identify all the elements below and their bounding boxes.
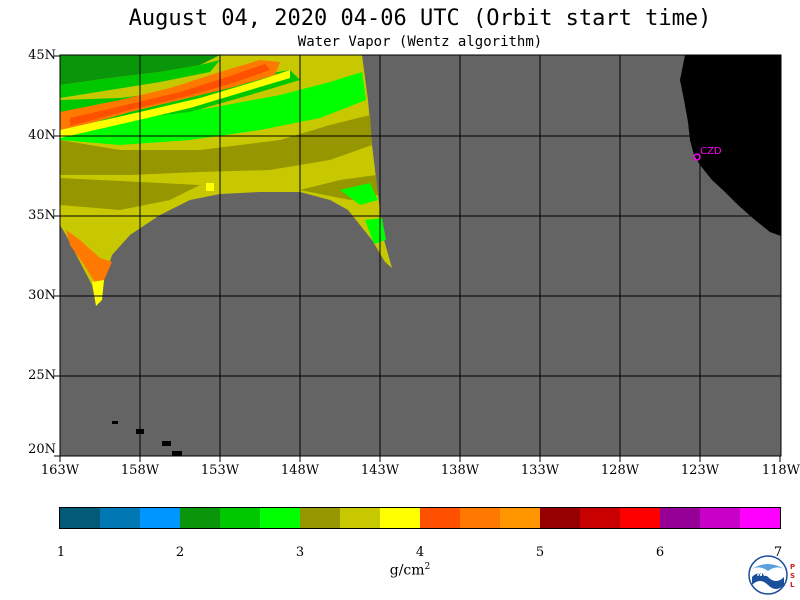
swath-sw-orange: [66, 230, 112, 284]
colorbar-tick-2: 2: [175, 545, 185, 560]
lon-label-148w: 148W: [280, 463, 320, 478]
lon-label-153w: 153W: [200, 463, 240, 478]
colorbar-swatch: [540, 508, 580, 528]
land-north-america: [680, 55, 781, 236]
graticule: [60, 55, 781, 456]
swath-sw-yellow: [92, 280, 104, 306]
lat-label-20n: 20N: [28, 442, 56, 457]
lat-label-25n: 25N: [28, 368, 56, 383]
lat-label-40n: 40N: [28, 128, 56, 143]
lon-label-118w: 118W: [761, 463, 800, 478]
colorbar-swatch: [420, 508, 460, 528]
colorbar-swatch: [100, 508, 140, 528]
map-title: August 04, 2020 04-06 UTC (Orbit start t…: [128, 6, 712, 31]
swath-green-band: [60, 72, 366, 145]
colorbar-swatch: [260, 508, 300, 528]
swath-yellow-fringe: [60, 70, 290, 138]
units-base: g/cm: [389, 562, 425, 579]
colorbar-swatch: [220, 508, 260, 528]
lat-label-30n: 30N: [28, 288, 56, 303]
noaa-logo-icon: NOAA: [748, 555, 788, 595]
swath-green-spot: [365, 218, 386, 244]
units-exponent: 2: [424, 562, 431, 572]
colorbar-swatch: [140, 508, 180, 528]
colorbar-swatch: [460, 508, 500, 528]
station-marker: [693, 153, 701, 161]
colorbar-tick-3: 3: [295, 545, 305, 560]
lon-label-128w: 128W: [600, 463, 640, 478]
colorbar-swatch: [700, 508, 740, 528]
colorbar-swatch: [620, 508, 660, 528]
lat-label-35n: 35N: [28, 208, 56, 223]
colorbar: [59, 507, 781, 529]
lon-label-133w: 133W: [520, 463, 560, 478]
swath-olive-band: [60, 115, 372, 175]
colorbar-swatch: [180, 508, 220, 528]
colorbar-swatch: [580, 508, 620, 528]
colorbar-tick-5: 5: [535, 545, 545, 560]
lat-label-45n: 45N: [28, 48, 56, 63]
colorbar-swatch: [300, 508, 340, 528]
island-hawaii: [172, 451, 182, 456]
colorbar-swatch: [380, 508, 420, 528]
colorbar-swatch: [340, 508, 380, 528]
colorbar-swatch: [60, 508, 100, 528]
colorbar-swatch: [740, 508, 780, 528]
swath-green-band-2: [340, 183, 378, 205]
logo-text: NOAA: [757, 570, 780, 578]
colorbar-swatch: [500, 508, 540, 528]
colorbar-tick-6: 6: [655, 545, 665, 560]
lon-label-158w: 158W: [120, 463, 160, 478]
lon-label-163w: 163W: [40, 463, 80, 478]
island-kauai: [112, 421, 118, 424]
lon-label-143w: 143W: [360, 463, 400, 478]
island-maui: [162, 441, 171, 446]
map-subtitle: Water Vapor (Wentz algorithm): [297, 34, 543, 50]
lon-label-123w: 123W: [680, 463, 720, 478]
axis-ticks: [54, 55, 781, 462]
lon-label-138w: 138W: [440, 463, 480, 478]
swath-data: [60, 55, 781, 456]
colorbar-units: g/cm2: [380, 562, 440, 579]
colorbar-tick-7: 7: [773, 545, 783, 560]
swath-olive-band-2: [60, 178, 200, 210]
colorbar-tick-4: 4: [415, 545, 425, 560]
colorbar-tick-1: 1: [56, 545, 66, 560]
colorbar-swatch: [660, 508, 700, 528]
station-label: CZD: [700, 146, 722, 157]
